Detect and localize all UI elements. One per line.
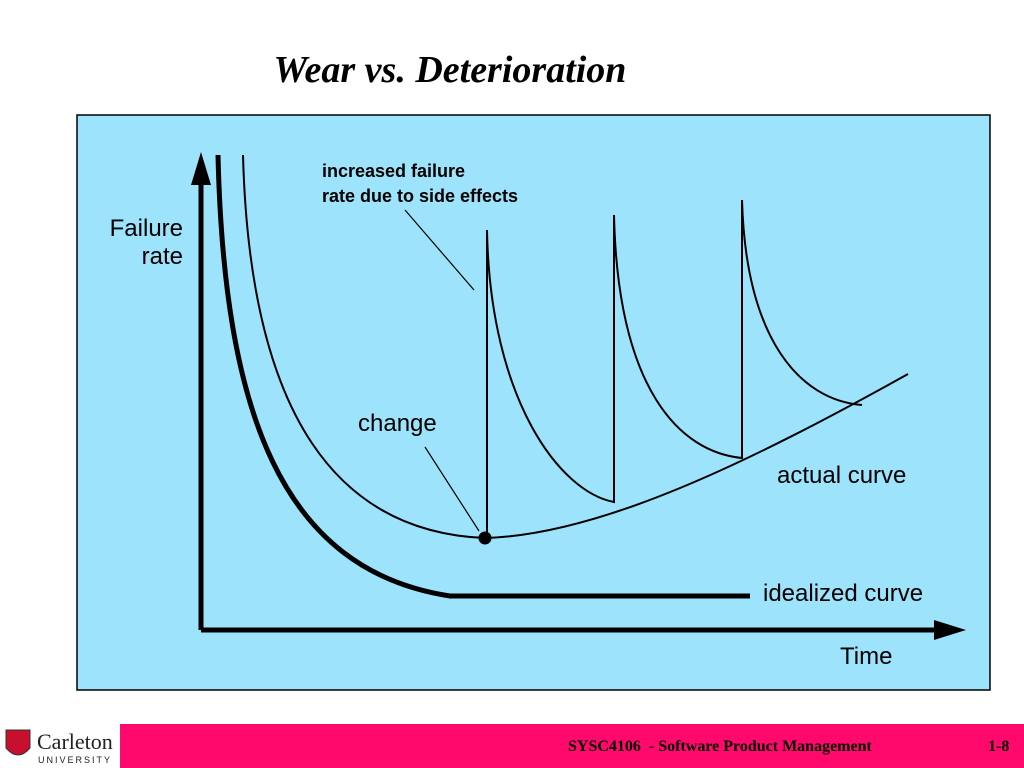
y-axis-label: rate	[142, 243, 183, 270]
logo-crest	[5, 729, 31, 756]
annotation: change	[358, 410, 437, 437]
footer-course: SYSC4106 - Software Product Management	[568, 738, 873, 755]
annotation: idealized curve	[763, 580, 923, 607]
logo: Carleton UNIVERSITY	[5, 729, 113, 765]
annotation: actual curve	[777, 462, 906, 489]
y-axis-label: Failure	[110, 215, 183, 242]
y-axis-arrow	[191, 152, 211, 185]
annotation: increased failure	[322, 161, 465, 181]
x-axis-arrow	[934, 620, 966, 640]
x-axis-label: Time	[840, 643, 892, 670]
leader-line	[404, 209, 475, 291]
logo-subtitle: UNIVERSITY	[38, 755, 112, 765]
leader-line	[424, 446, 480, 532]
footer-bar	[120, 724, 1024, 768]
annotation: rate due to side effects	[322, 186, 518, 206]
slide-title: Wear vs. Deterioration	[274, 49, 627, 91]
diagram-labels: Failure rate increased failure rate due …	[110, 161, 923, 670]
logo-name: Carleton	[37, 729, 113, 754]
idealized-curve	[215, 154, 750, 599]
footer-page: 1-8	[988, 738, 1009, 755]
spikes	[486, 199, 863, 538]
change-point	[478, 531, 492, 545]
